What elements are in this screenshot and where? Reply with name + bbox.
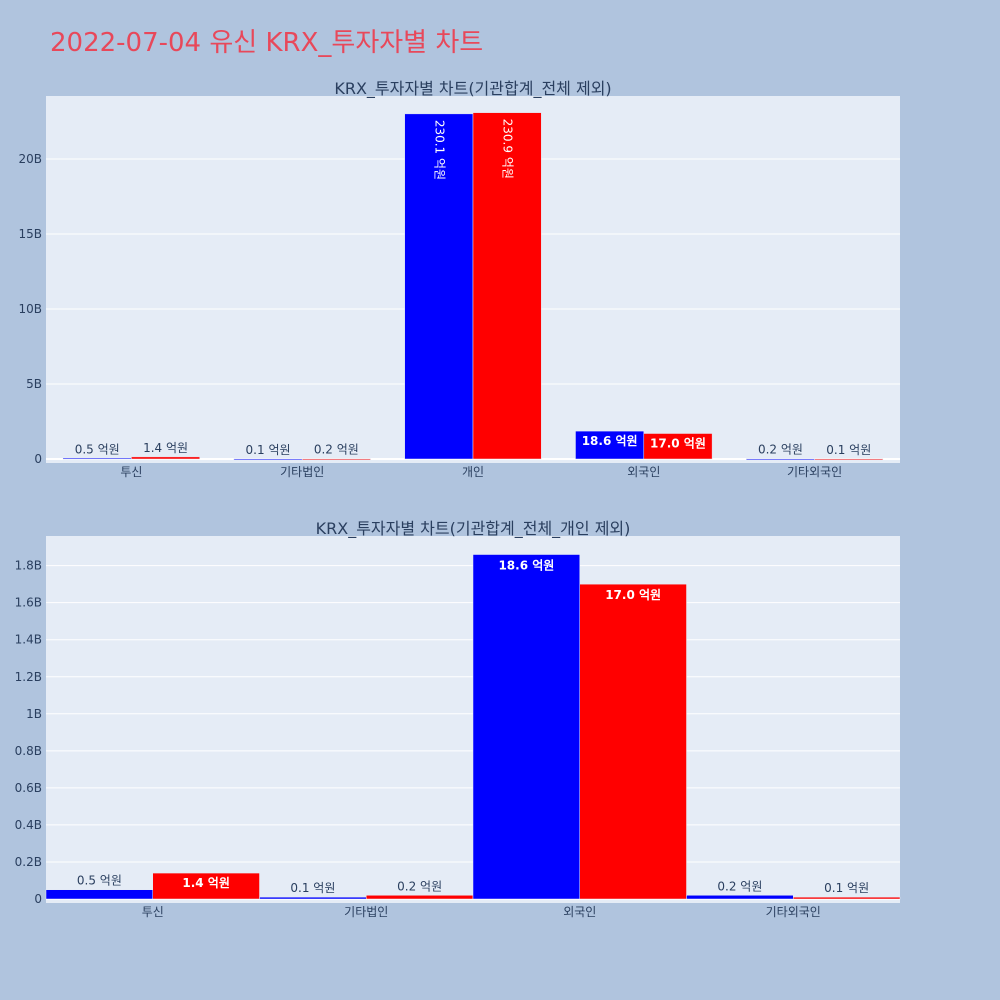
chart-title: KRX_투자자별 차트(기관합계_전체_개인 제외)	[316, 519, 631, 539]
bar	[259, 896, 367, 900]
bar	[472, 554, 580, 900]
x-tick-label: 개인	[462, 465, 484, 479]
data-label: 17.0 억원	[605, 588, 661, 602]
x-tick-label: 투신	[142, 905, 164, 919]
y-tick-label: 0.4B	[15, 818, 42, 832]
page-title: 2022-07-04 유신 KRX_투자자별 차트	[50, 28, 484, 58]
y-tick-label: 5B	[26, 377, 42, 391]
data-label: 1.4 억원	[143, 441, 188, 455]
bar	[301, 458, 371, 460]
data-label: 230.1 억원	[432, 120, 446, 180]
y-tick-label: 0.8B	[15, 744, 42, 758]
y-tick-label: 0	[34, 892, 42, 906]
bar	[746, 458, 815, 460]
x-tick-label: 외국인	[627, 465, 660, 479]
data-label: 0.2 억원	[717, 879, 762, 893]
x-tick-label: 기타법인	[280, 465, 324, 479]
y-tick-label: 1.2B	[15, 670, 42, 684]
data-label: 0.5 억원	[75, 442, 120, 456]
data-label: 18.6 억원	[582, 434, 638, 448]
bar	[686, 895, 794, 900]
bar	[814, 458, 884, 461]
y-tick-label: 1B	[26, 707, 42, 721]
y-tick-label: 0.6B	[15, 781, 42, 795]
y-tick-label: 0	[34, 452, 42, 466]
bar	[643, 433, 713, 460]
x-tick-label: 투신	[120, 465, 142, 479]
bar	[131, 456, 200, 460]
data-label: 0.2 억원	[758, 443, 803, 457]
y-tick-label: 0.2B	[15, 855, 42, 869]
data-label: 0.1 억원	[246, 443, 291, 457]
data-label: 230.9 억원	[501, 119, 515, 179]
y-tick-label: 1.6B	[15, 596, 42, 610]
data-label: 1.4 억원	[182, 876, 230, 890]
data-label: 0.1 억원	[824, 881, 869, 895]
bar	[404, 113, 474, 460]
bar	[575, 430, 645, 460]
chart-title: KRX_투자자별 차트(기관합계_전체 제외)	[334, 79, 611, 99]
x-tick-label: 기타외국인	[787, 465, 842, 479]
bar	[472, 112, 542, 460]
y-tick-label: 15B	[18, 227, 42, 241]
bar	[62, 458, 132, 460]
y-tick-label: 1.8B	[15, 559, 42, 573]
data-label: 0.2 억원	[314, 443, 359, 457]
bar	[366, 895, 474, 900]
data-label: 18.6 억원	[498, 559, 554, 573]
data-label: 0.2 억원	[397, 879, 442, 893]
bar	[579, 583, 687, 900]
x-tick-label: 기타외국인	[766, 905, 821, 919]
x-tick-label: 외국인	[563, 905, 596, 919]
bar	[793, 896, 901, 900]
data-label: 0.1 억원	[826, 443, 871, 457]
y-tick-label: 20B	[18, 152, 42, 166]
y-tick-label: 10B	[18, 302, 42, 316]
bar	[45, 889, 153, 900]
y-tick-label: 1.4B	[15, 633, 42, 647]
x-tick-label: 기타법인	[344, 905, 388, 919]
bar	[152, 872, 260, 900]
chart-1: 0 5B 10B 15B 20B KRX_투자자별 차트(기관합계_전체 제외) 투신0.5…	[18, 79, 900, 479]
data-label: 17.0 억원	[650, 437, 706, 451]
bar	[233, 458, 303, 461]
data-label: 0.1 억원	[290, 881, 335, 895]
chart-2: 0 0.2B 0.4B 0.6B 0.8B 1B 1.2B 1.4B 1.6B 1.8B KRX_투…	[15, 519, 901, 919]
data-label: 0.5 억원	[77, 874, 122, 888]
